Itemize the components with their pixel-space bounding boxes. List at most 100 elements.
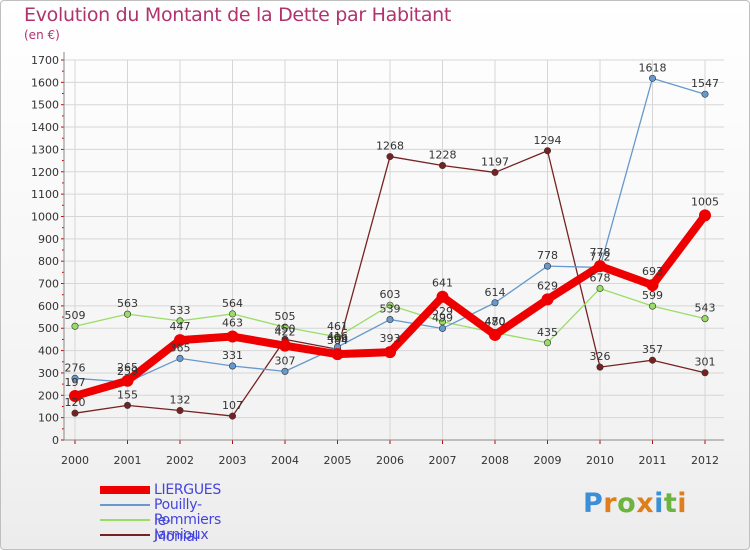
data-label: 422	[275, 326, 296, 339]
data-label: 120	[65, 396, 86, 409]
series-point-3	[229, 412, 237, 420]
data-label: 463	[222, 317, 243, 330]
data-label: 384	[327, 334, 348, 347]
series-point-2	[543, 339, 551, 347]
legend-swatch	[100, 504, 150, 506]
data-label: 693	[642, 265, 663, 278]
data-labels: 120 155 132 107 450 406 1268 1228 1197 1294 326 357…	[65, 61, 720, 412]
legend-label: LIERGUES	[154, 482, 221, 498]
y-tick-label: 0	[52, 434, 59, 447]
x-tick-label: 2008	[481, 454, 509, 467]
series-point-0	[699, 209, 711, 222]
series-point-3	[71, 409, 79, 417]
series-point-0	[541, 293, 554, 306]
data-label: 107	[222, 399, 243, 412]
series-point-0	[436, 290, 449, 303]
series-layer	[69, 74, 711, 420]
series-point-2	[333, 333, 341, 341]
data-label: 461	[327, 320, 348, 333]
data-label: 543	[695, 302, 716, 315]
y-tick-label: 1000	[31, 210, 59, 223]
data-label: 1294	[534, 134, 562, 147]
logo-letter: i	[654, 488, 664, 519]
data-label: 393	[380, 332, 401, 345]
x-tick-label: 2003	[219, 454, 247, 467]
y-tick-label: 800	[38, 255, 59, 268]
series-point-1	[648, 74, 656, 82]
x-tick-label: 2001	[114, 454, 142, 467]
data-label: 357	[642, 343, 663, 356]
series-point-2	[176, 317, 184, 325]
data-label: 529	[432, 305, 453, 318]
series-point-2	[438, 318, 446, 326]
chart-title: Evolution du Montant de la Dette par Hab…	[24, 4, 452, 26]
data-label: 505	[275, 310, 296, 323]
y-tick-label: 300	[38, 367, 59, 380]
x-tick-label: 2009	[534, 454, 562, 467]
logo-letter: t	[663, 488, 678, 519]
series-point-0	[594, 260, 606, 273]
series-point-1	[386, 316, 394, 324]
y-tick-label: 1600	[31, 76, 59, 89]
legend-swatch	[100, 534, 150, 536]
series-point-0	[174, 334, 186, 347]
data-label: 259	[117, 365, 138, 378]
x-tick-label: 2002	[166, 454, 194, 467]
series-point-3	[438, 162, 446, 170]
series-point-2	[596, 284, 604, 292]
data-label: 265	[117, 361, 138, 374]
data-label: 480	[485, 316, 506, 329]
data-label: 772	[590, 250, 611, 263]
series-point-2	[386, 301, 394, 309]
series-point-2	[648, 302, 656, 310]
series-point-2	[229, 310, 237, 318]
data-label: 301	[695, 356, 716, 369]
y-tick-label: 600	[38, 300, 59, 313]
data-label: 641	[432, 277, 453, 290]
series-point-1	[71, 374, 79, 382]
legend-swatch	[100, 519, 150, 521]
series-point-1	[229, 362, 237, 370]
proxiti-logo: Proxiti	[583, 488, 687, 519]
data-label: 778	[590, 246, 611, 259]
y-tick-label: 200	[38, 389, 59, 402]
data-label: 778	[537, 249, 558, 262]
data-label: 1547	[691, 77, 719, 90]
legend-label: Pouilly-le-Monial	[154, 497, 202, 545]
data-label: 197	[65, 376, 86, 389]
y-tick-label: 1200	[31, 166, 59, 179]
series-point-3	[543, 147, 551, 155]
x-tick-label: 2004	[271, 454, 299, 467]
series-point-1	[543, 262, 551, 270]
data-label: 1197	[481, 155, 509, 168]
y-tick-label: 1400	[31, 121, 59, 134]
data-label: 1618	[639, 61, 667, 74]
series-point-3	[124, 401, 132, 409]
series-point-3	[648, 356, 656, 364]
x-tick-label: 2010	[586, 454, 614, 467]
data-label: 564	[222, 297, 243, 310]
series-point-1	[438, 324, 446, 332]
series-point-2	[71, 322, 79, 330]
y-tick-label: 1100	[31, 188, 59, 201]
data-label: 1005	[691, 195, 719, 208]
data-label: 155	[117, 388, 138, 401]
series-point-0	[226, 330, 239, 343]
logo-letter: r	[603, 488, 618, 519]
x-tick-label: 2012	[691, 454, 719, 467]
y-tick-label: 1500	[31, 99, 59, 112]
data-label: 629	[537, 279, 558, 292]
series-point-0	[279, 339, 291, 352]
grid	[64, 59, 724, 441]
data-label: 307	[275, 354, 296, 367]
x-tick-label: 2011	[639, 454, 667, 467]
chart-unit: (en €)	[24, 28, 60, 42]
data-label: 450	[275, 322, 296, 335]
logo-letter: i	[677, 488, 688, 519]
data-label: 599	[642, 289, 663, 302]
data-label: 435	[537, 326, 558, 339]
y-tick-label: 700	[38, 278, 59, 291]
data-label: 470	[485, 315, 506, 328]
data-label: 499	[432, 311, 453, 324]
